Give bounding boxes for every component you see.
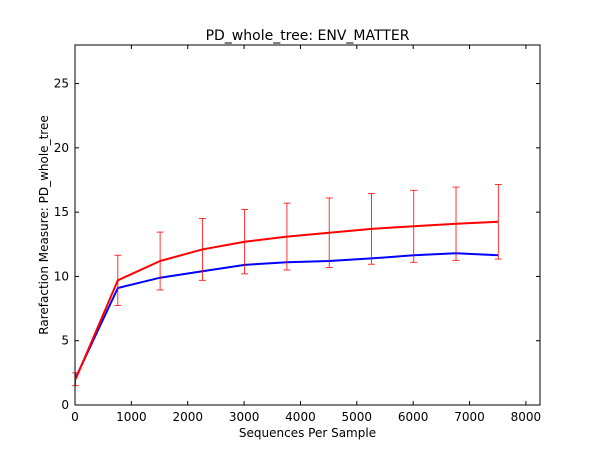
x-tick-label: 6000 [398, 410, 429, 424]
y-axis-label: Rarefaction Measure: PD_whole_tree [37, 115, 51, 334]
plot-area: 0 1000 2000 3000 4000 5000 6000 7000 8000 0 5 10 15 2… [54, 44, 542, 424]
y-tick-label: 15 [54, 205, 69, 219]
x-tick-label: 2000 [172, 410, 203, 424]
y-tick-label: 0 [61, 398, 69, 412]
x-tick-label: 7000 [454, 410, 485, 424]
x-tick-label: 0 [71, 410, 79, 424]
y-tick-label: 5 [61, 334, 69, 348]
x-tick-label: 5000 [342, 410, 373, 424]
x-axis-label: Sequences Per Sample [239, 426, 376, 440]
axes-frame [74, 44, 541, 406]
x-tick-label: 8000 [511, 410, 542, 424]
x-tick-label: 3000 [229, 410, 260, 424]
x-tick-label: 4000 [285, 410, 316, 424]
chart-title: PD_whole_tree: ENV_MATTER [206, 28, 410, 44]
x-tick-label: 1000 [116, 410, 147, 424]
y-tick-label: 10 [54, 269, 69, 283]
y-tick-label: 20 [54, 141, 69, 155]
series-line-1 [74, 252, 499, 379]
y-tick-label: 25 [54, 77, 69, 91]
